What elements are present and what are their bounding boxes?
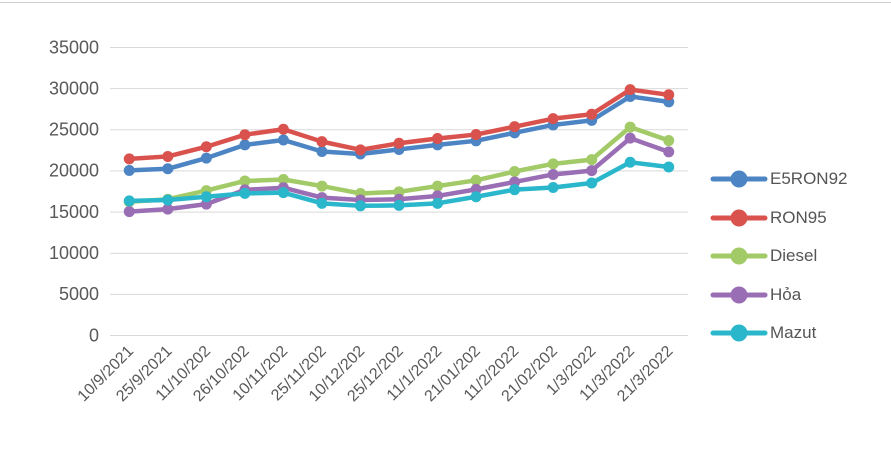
data-point-marker <box>162 163 174 175</box>
legend-label: Hỏa <box>770 284 802 304</box>
data-point-marker <box>393 137 405 149</box>
y-tick-label: 25000 <box>49 120 99 140</box>
data-point-marker <box>663 146 675 158</box>
legend-item-RON95: RON95 <box>710 207 827 229</box>
data-point-marker <box>316 197 328 209</box>
legend-line-marker-icon <box>710 324 768 342</box>
data-point-marker <box>200 141 212 153</box>
data-point-marker <box>277 134 289 146</box>
data-point-marker <box>123 195 135 207</box>
y-tick-label: 5000 <box>59 284 99 304</box>
legend-line-marker-icon <box>710 286 768 304</box>
data-point-marker <box>162 150 174 162</box>
data-point-marker <box>239 139 251 151</box>
data-point-marker <box>624 156 636 168</box>
data-point-marker <box>624 84 636 96</box>
data-point-marker <box>354 200 366 212</box>
y-tick-label: 10000 <box>49 243 99 263</box>
legend-line-marker-icon <box>710 209 768 227</box>
data-point-marker <box>239 175 251 187</box>
legend-label: Mazut <box>770 323 817 343</box>
data-point-marker <box>393 199 405 211</box>
y-tick-label: 0 <box>89 325 99 345</box>
series-Mazut <box>123 156 675 212</box>
y-tick-label: 15000 <box>49 202 99 222</box>
chart-top-border <box>0 2 891 3</box>
y-axis-labels: 0 5000 10000 15000 20000 25000 30000 35000 <box>49 37 99 345</box>
data-point-marker <box>354 144 366 156</box>
data-point-marker <box>547 181 559 193</box>
data-point-marker <box>432 180 444 192</box>
series-RON95 <box>123 84 675 165</box>
data-point-marker <box>470 191 482 203</box>
data-point-marker <box>277 187 289 199</box>
legend-item-Hỏa: Hỏa <box>710 284 801 306</box>
data-point-marker <box>663 161 675 173</box>
data-point-marker <box>509 121 521 133</box>
data-point-marker <box>509 165 521 177</box>
y-tick-label: 20000 <box>49 161 99 181</box>
legend-line-marker-icon <box>710 247 768 265</box>
data-point-marker <box>663 135 675 147</box>
data-point-marker <box>509 176 521 188</box>
data-point-marker <box>509 184 521 196</box>
data-point-marker <box>586 154 598 166</box>
data-point-marker <box>432 133 444 145</box>
data-point-marker <box>547 168 559 180</box>
data-point-marker <box>586 177 598 189</box>
data-point-marker <box>316 146 328 158</box>
legend-item-E5RON92: E5RON92 <box>710 168 847 190</box>
data-point-marker <box>277 173 289 185</box>
data-point-marker <box>123 206 135 218</box>
legend-label: E5RON92 <box>770 169 848 188</box>
data-point-marker <box>432 197 444 209</box>
data-point-marker <box>316 136 328 148</box>
legend-label: Diesel <box>770 246 818 266</box>
data-point-marker <box>663 89 675 101</box>
legend-item-Mazut: Mazut <box>710 322 816 344</box>
data-point-marker <box>200 152 212 164</box>
data-point-marker <box>239 187 251 199</box>
data-point-marker <box>547 113 559 125</box>
legend-item-Diesel: Diesel <box>710 245 817 267</box>
chart-legend: E5RON92 RON95 Diesel Hỏa Mazut <box>710 0 891 449</box>
legend-line-marker-icon <box>710 170 768 188</box>
data-point-marker <box>470 174 482 186</box>
data-point-marker <box>624 132 636 144</box>
data-point-marker <box>123 153 135 165</box>
data-point-marker <box>470 129 482 141</box>
data-point-marker <box>239 129 251 141</box>
data-point-marker <box>624 121 636 133</box>
data-point-marker <box>316 180 328 192</box>
y-tick-label: 30000 <box>49 78 99 98</box>
data-point-marker <box>200 191 212 203</box>
data-point-marker <box>277 123 289 135</box>
data-point-marker <box>123 164 135 176</box>
legend-label: RON95 <box>770 207 827 227</box>
data-point-marker <box>162 194 174 206</box>
data-point-marker <box>586 165 598 177</box>
data-point-marker <box>162 203 174 215</box>
data-point-marker <box>586 108 598 120</box>
data-point-marker <box>547 158 559 170</box>
x-axis-labels: 10/9/202125/9/202111/10/20226/10/20210/1… <box>75 343 677 405</box>
y-tick-label: 35000 <box>49 37 99 57</box>
